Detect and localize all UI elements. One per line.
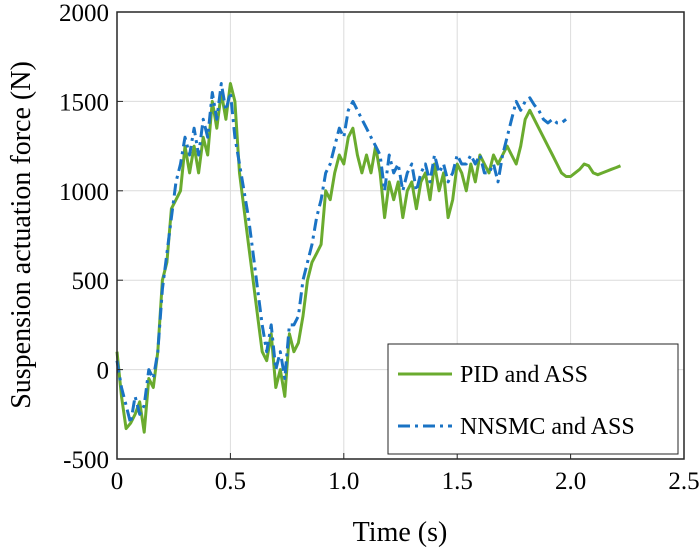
plot-frame <box>116 11 685 460</box>
y-tick-label: 1500 <box>59 89 109 116</box>
series-line-nnsmc <box>115 82 568 425</box>
x-tick-label: 2.5 <box>668 468 699 495</box>
x-tick-label: 1.5 <box>442 468 473 495</box>
x-tick-label: 0 <box>111 468 124 495</box>
y-tick-label: 500 <box>72 268 110 295</box>
legend-label-nnsmc: NNSMC and ASS <box>460 414 635 440</box>
x-tick-label: 1.0 <box>328 468 359 495</box>
legend-label-pid: PID and ASS <box>460 362 588 388</box>
y-tick-label: 0 <box>97 358 110 385</box>
x-axis-label: Time (s) <box>353 517 448 548</box>
legend-box <box>387 343 679 455</box>
x-tick-label: 2.0 <box>555 468 586 495</box>
y-tick-label: 1000 <box>59 179 109 206</box>
series-lines <box>115 82 622 434</box>
legend: PID and ASS NNSMC and ASS <box>387 343 679 455</box>
y-axis-label: Suspension actuation force (N) <box>6 61 37 409</box>
y-tick-label: -500 <box>63 447 109 474</box>
y-tick-label: 2000 <box>59 0 109 27</box>
series-line-pid <box>115 82 622 434</box>
x-tick-label: 0.5 <box>215 468 246 495</box>
